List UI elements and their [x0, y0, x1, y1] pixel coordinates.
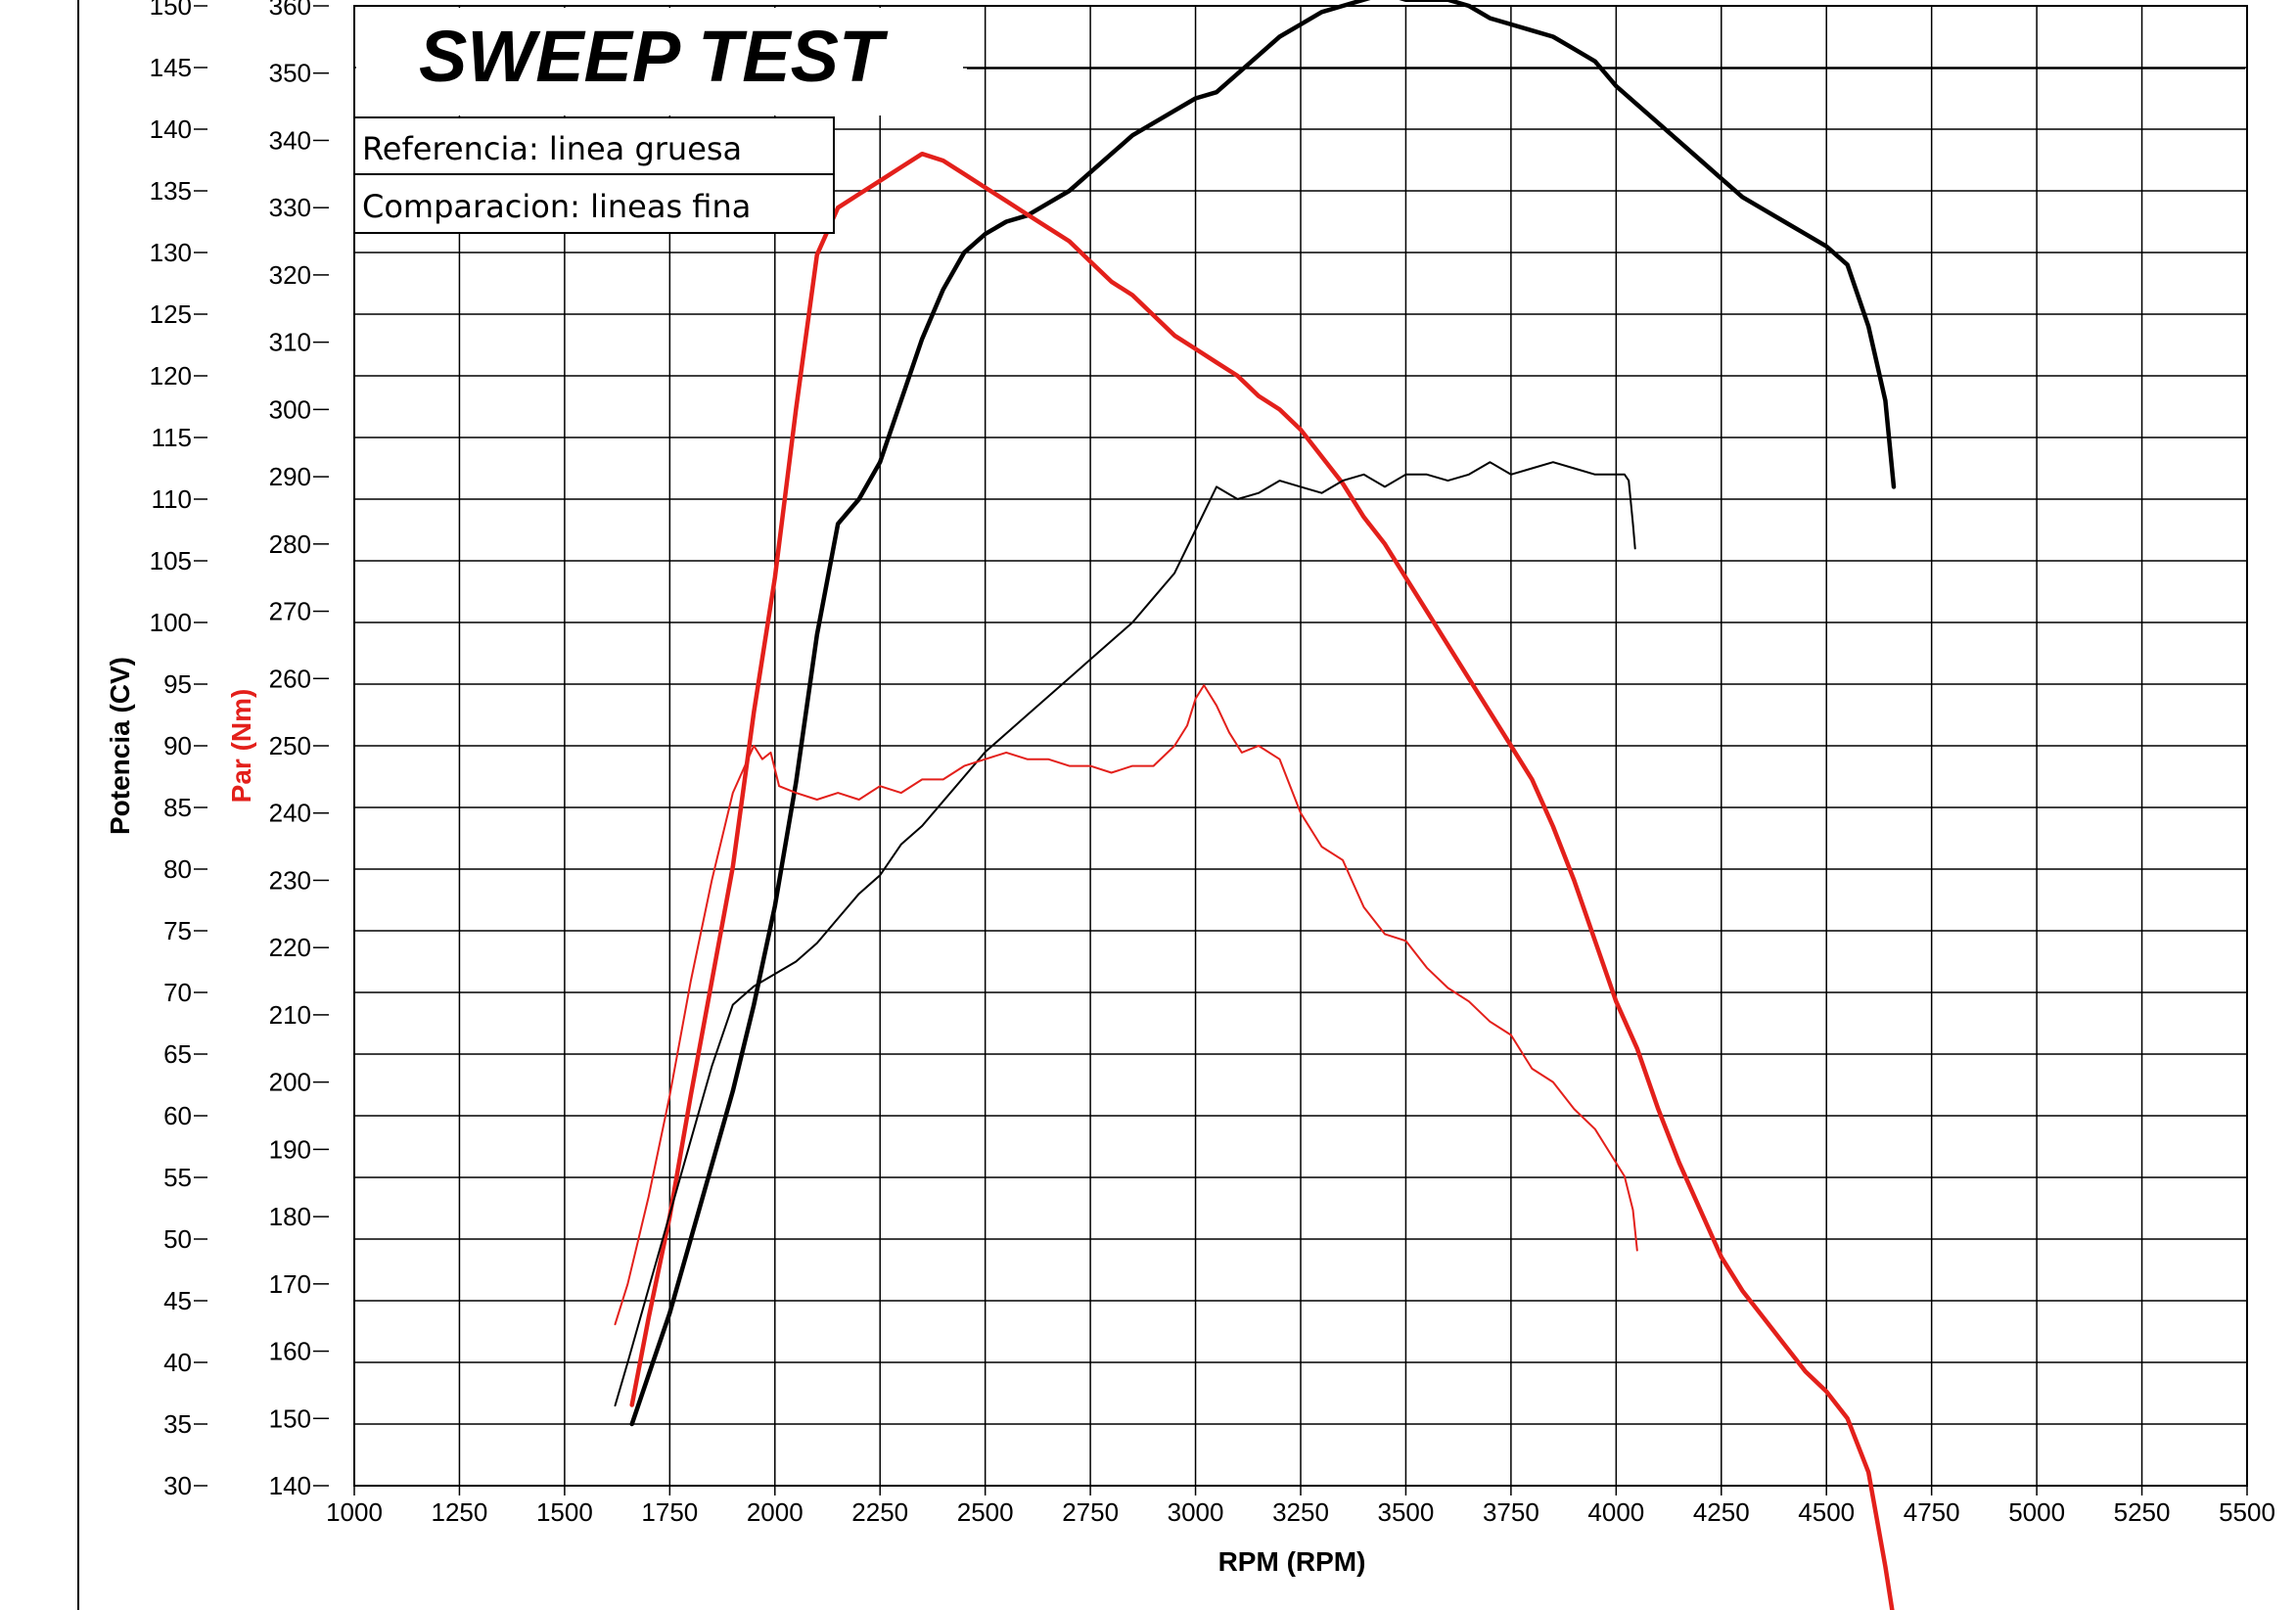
chart-title: SWEEP TEST	[419, 16, 889, 97]
torque-tick-label: 170	[269, 1269, 311, 1299]
power-tick-label: 140	[150, 115, 192, 144]
title-panel	[356, 8, 963, 115]
x-tick-label: 1250	[432, 1497, 488, 1527]
torque-tick-label: 230	[269, 865, 311, 895]
legend-box-comparison	[353, 173, 835, 234]
x-tick-label: 2000	[747, 1497, 804, 1527]
x-tick-label: 5000	[2008, 1497, 2065, 1527]
power-tick-label: 75	[163, 916, 192, 945]
torque-curve-thick	[629, 151, 1895, 1610]
power-tick-label: 150	[150, 0, 192, 21]
axis-ticks: 1000 1250 1500 1750 2000 2250 2500 2750 3000 3250…	[150, 0, 2275, 1527]
power-tick-label: 60	[163, 1101, 192, 1130]
power-tick-label: 120	[150, 361, 192, 391]
x-tick-label: 2500	[957, 1497, 1014, 1527]
torque-tick-label: 350	[269, 59, 311, 88]
torque-tick-label: 150	[269, 1403, 311, 1433]
power-tick-label: 90	[163, 731, 192, 760]
x-tick-label: 3000	[1168, 1497, 1224, 1527]
legend-comparison: Comparacion: lineas fina	[362, 188, 751, 225]
series	[614, 0, 1897, 1610]
torque-tick-label: 330	[269, 193, 311, 222]
torque-tick-label: 250	[269, 731, 311, 760]
torque-tick-label: 210	[269, 1000, 311, 1030]
power-tick-label: 50	[163, 1224, 192, 1254]
torque-tick-label: 270	[269, 597, 311, 626]
x-tick-label: 5500	[2219, 1497, 2275, 1527]
torque-tick-label: 290	[269, 462, 311, 491]
power-tick-label: 45	[163, 1286, 192, 1315]
torque-tick-label: 360	[269, 0, 311, 21]
torque-tick-label: 300	[269, 394, 311, 424]
x-tick-label: 4000	[1587, 1497, 1644, 1527]
power-tick-label: 85	[163, 793, 192, 822]
torque-tick-label: 200	[269, 1068, 311, 1097]
torque-tick-label: 160	[269, 1337, 311, 1366]
torque-curve-thin	[614, 684, 1638, 1326]
x-tick-label: 4750	[1904, 1497, 1960, 1527]
x-tick-label: 3750	[1483, 1497, 1539, 1527]
legend-box-reference	[353, 116, 835, 175]
torque-tick-label: 190	[269, 1134, 311, 1164]
torque-tick-label: 310	[269, 328, 311, 357]
torque-tick-label: 220	[269, 933, 311, 962]
power-tick-label: 145	[150, 53, 192, 82]
power-tick-label: 80	[163, 854, 192, 884]
power-tick-label: 110	[152, 484, 192, 514]
torque-tick-label: 320	[269, 260, 311, 290]
torque-tick-label: 180	[269, 1202, 311, 1231]
power-tick-label: 30	[163, 1471, 192, 1500]
x-tick-label: 4500	[1798, 1497, 1855, 1527]
x-tick-label: 2750	[1062, 1497, 1119, 1527]
x-tick-label: 1000	[326, 1497, 383, 1527]
x-tick-label: 3250	[1272, 1497, 1329, 1527]
power-tick-label: 130	[150, 238, 192, 267]
x-tick-label: 1750	[641, 1497, 698, 1527]
x-tick-label: 4250	[1693, 1497, 1750, 1527]
torque-tick-label: 340	[269, 125, 311, 155]
x-tick-label: 3500	[1378, 1497, 1435, 1527]
power-curve-thin	[614, 461, 1636, 1407]
x-tick-label: 5250	[2114, 1497, 2171, 1527]
power-tick-label: 95	[163, 669, 192, 699]
power-tick-label: 105	[150, 546, 192, 575]
power-tick-label: 100	[150, 608, 192, 637]
legend-reference: Referencia: linea gruesa	[362, 130, 742, 167]
y-axis-title-power: Potencia (CV)	[105, 657, 135, 835]
x-axis-title: RPM (RPM)	[1218, 1546, 1366, 1577]
torque-tick-label: 260	[269, 664, 311, 693]
power-tick-label: 115	[152, 423, 192, 452]
x-tick-label: 2250	[851, 1497, 908, 1527]
x-tick-label: 1500	[536, 1497, 593, 1527]
power-tick-label: 40	[163, 1348, 192, 1377]
torque-tick-label: 240	[269, 799, 311, 828]
power-tick-label: 35	[163, 1409, 192, 1439]
power-tick-label: 65	[163, 1039, 192, 1069]
y-axis-title-torque: Par (Nm)	[226, 689, 256, 804]
power-tick-label: 125	[150, 299, 192, 329]
power-tick-label: 135	[150, 176, 192, 206]
torque-tick-label: 280	[269, 529, 311, 559]
power-curve-thick	[629, 0, 1897, 1427]
power-tick-label: 70	[163, 978, 192, 1007]
power-tick-label: 55	[163, 1163, 192, 1192]
torque-tick-label: 140	[269, 1471, 311, 1500]
